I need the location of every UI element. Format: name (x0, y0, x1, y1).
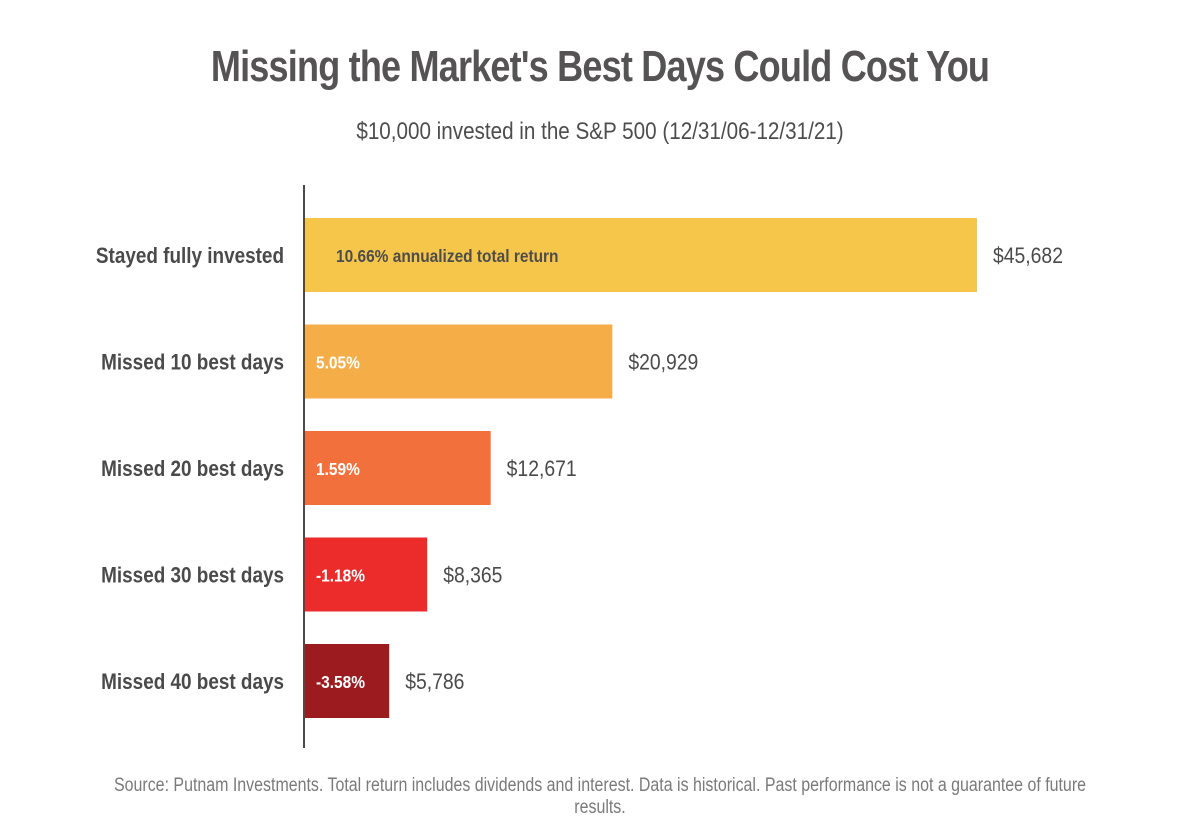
value-label: $5,786 (405, 670, 464, 694)
category-label: Missed 30 best days (101, 563, 284, 588)
bar (304, 537, 428, 612)
value-label: $8,365 (443, 563, 502, 587)
bar-label: -1.18% (316, 565, 365, 585)
category-label: Missed 40 best days (101, 670, 284, 695)
chart-title: Missing the Market's Best Days Could Cos… (210, 42, 990, 91)
category-label: Missed 10 best days (101, 350, 284, 375)
value-label: $20,929 (628, 350, 698, 374)
category-label: Stayed fully invested (96, 244, 284, 269)
chart-subtitle: $10,000 invested in the S&P 500 (12/31/0… (356, 118, 844, 145)
value-label: $45,682 (993, 244, 1063, 268)
bar (304, 431, 491, 505)
bar-label: 1.59% (316, 459, 360, 479)
category-label: Missed 20 best days (101, 457, 284, 482)
bar-label: 10.66% annualized total return (336, 246, 559, 266)
value-label: $12,671 (507, 457, 577, 481)
bar-label: -3.58% (316, 672, 365, 692)
source-note: Source: Putnam Investments. Total return… (113, 775, 1087, 818)
bar (304, 324, 613, 399)
bar (304, 644, 390, 718)
bar (304, 218, 977, 292)
bar-label: 5.05% (316, 352, 360, 372)
